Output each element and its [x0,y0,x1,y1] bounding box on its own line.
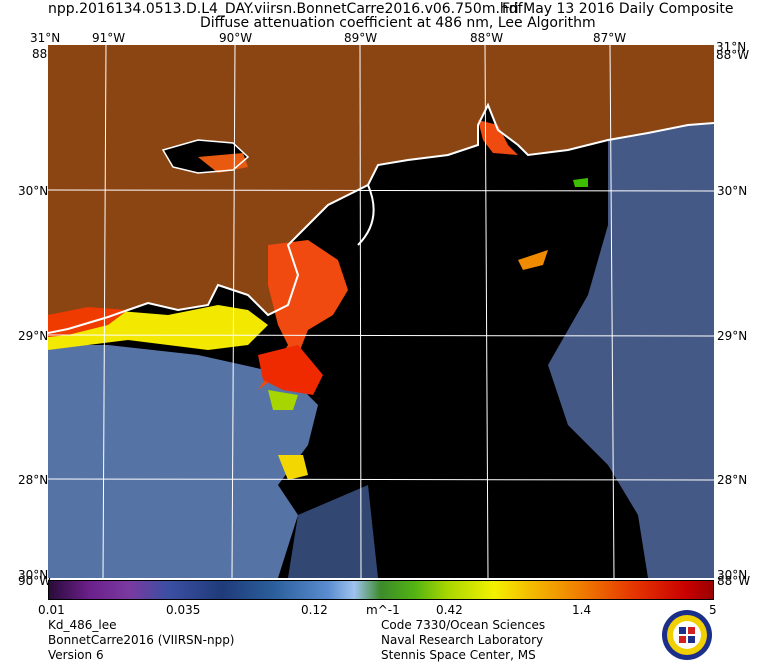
colorbar-tick-5: 5 [709,603,717,617]
corner-lat-bottom-left: 30°N [18,568,49,582]
corner-lat-top-left: 31°N [30,31,61,45]
island-chain [357,184,375,246]
land-mass [48,45,714,333]
corner-lon-bottom-left: 90°W [18,574,52,588]
colorbar-tick-3: 0.42 [436,603,463,617]
corner-lat-top-right: 31°N [716,40,747,54]
colorbar-tick-2: 0.12 [301,603,328,617]
colorbar-tick-0: 0.01 [38,603,65,617]
file-title: npp.2016134.0513.D.L4_DAY.viirsn.BonnetC… [48,1,523,17]
nrl-seal-icon [662,610,712,660]
version: Version 6 [48,648,104,662]
org-code: Code 7330/Ocean Sciences [381,618,546,632]
footer-left: Kd_486_lee BonnetCarre2016 (VIIRSN-npp) … [48,618,235,663]
plume-green [268,390,298,410]
ocean-east [548,115,714,578]
plume-yellow-south [278,455,308,480]
corner-lon-top-right: 88°W [716,48,750,62]
org-name: Naval Research Laboratory [381,633,544,647]
colorbar [48,580,714,600]
satellite-map[interactable] [48,45,714,578]
lat-label-30n-left: 30°N [18,184,49,198]
ocean-southwest [48,345,318,578]
corner-lon-bottom-right: 88°W [717,574,751,588]
org-location: Stennis Space Center, MS [381,648,536,662]
corner-lat-bottom-right: 30°N [717,568,748,582]
colorbar-unit: m^-1 [366,603,400,617]
coastline [48,102,714,334]
ocean-south-central [288,485,378,578]
lon-label-87w: 87°W [593,31,627,45]
lon-label-90w: 90°W [219,31,253,45]
date-label: Fri May 13 2016 Daily Composite [502,1,734,17]
footer-right: Code 7330/Ocean Sciences Naval Research … [381,618,545,663]
lon-label-88w: 88°W [470,31,504,45]
plume-delta [258,240,348,390]
lake-outline [161,139,250,174]
lat-label-29n-left: 29°N [18,329,49,343]
region-name: BonnetCarre2016 (VIIRSN-npp) [48,633,235,647]
plume-east [518,250,548,270]
colorbar-tick-1: 0.035 [166,603,201,617]
graticule [48,45,714,578]
lon-label-89w: 89°W [344,31,378,45]
lat-label-30n-right: 30°N [717,184,748,198]
lat-label-28n-right: 28°N [717,473,748,487]
lat-label-29n-right: 29°N [717,329,748,343]
plume-green-east [573,178,588,187]
product-title: Diffuse attenuation coefficient at 486 n… [200,15,596,31]
lat-label-28n-left: 28°N [18,473,49,487]
product-name: Kd_486_lee [48,618,117,632]
plume-mobile-bay [478,120,518,155]
colorbar-tick-4: 1.4 [572,603,592,617]
plume-south [258,345,323,395]
lon-label-91w: 91°W [92,31,126,45]
